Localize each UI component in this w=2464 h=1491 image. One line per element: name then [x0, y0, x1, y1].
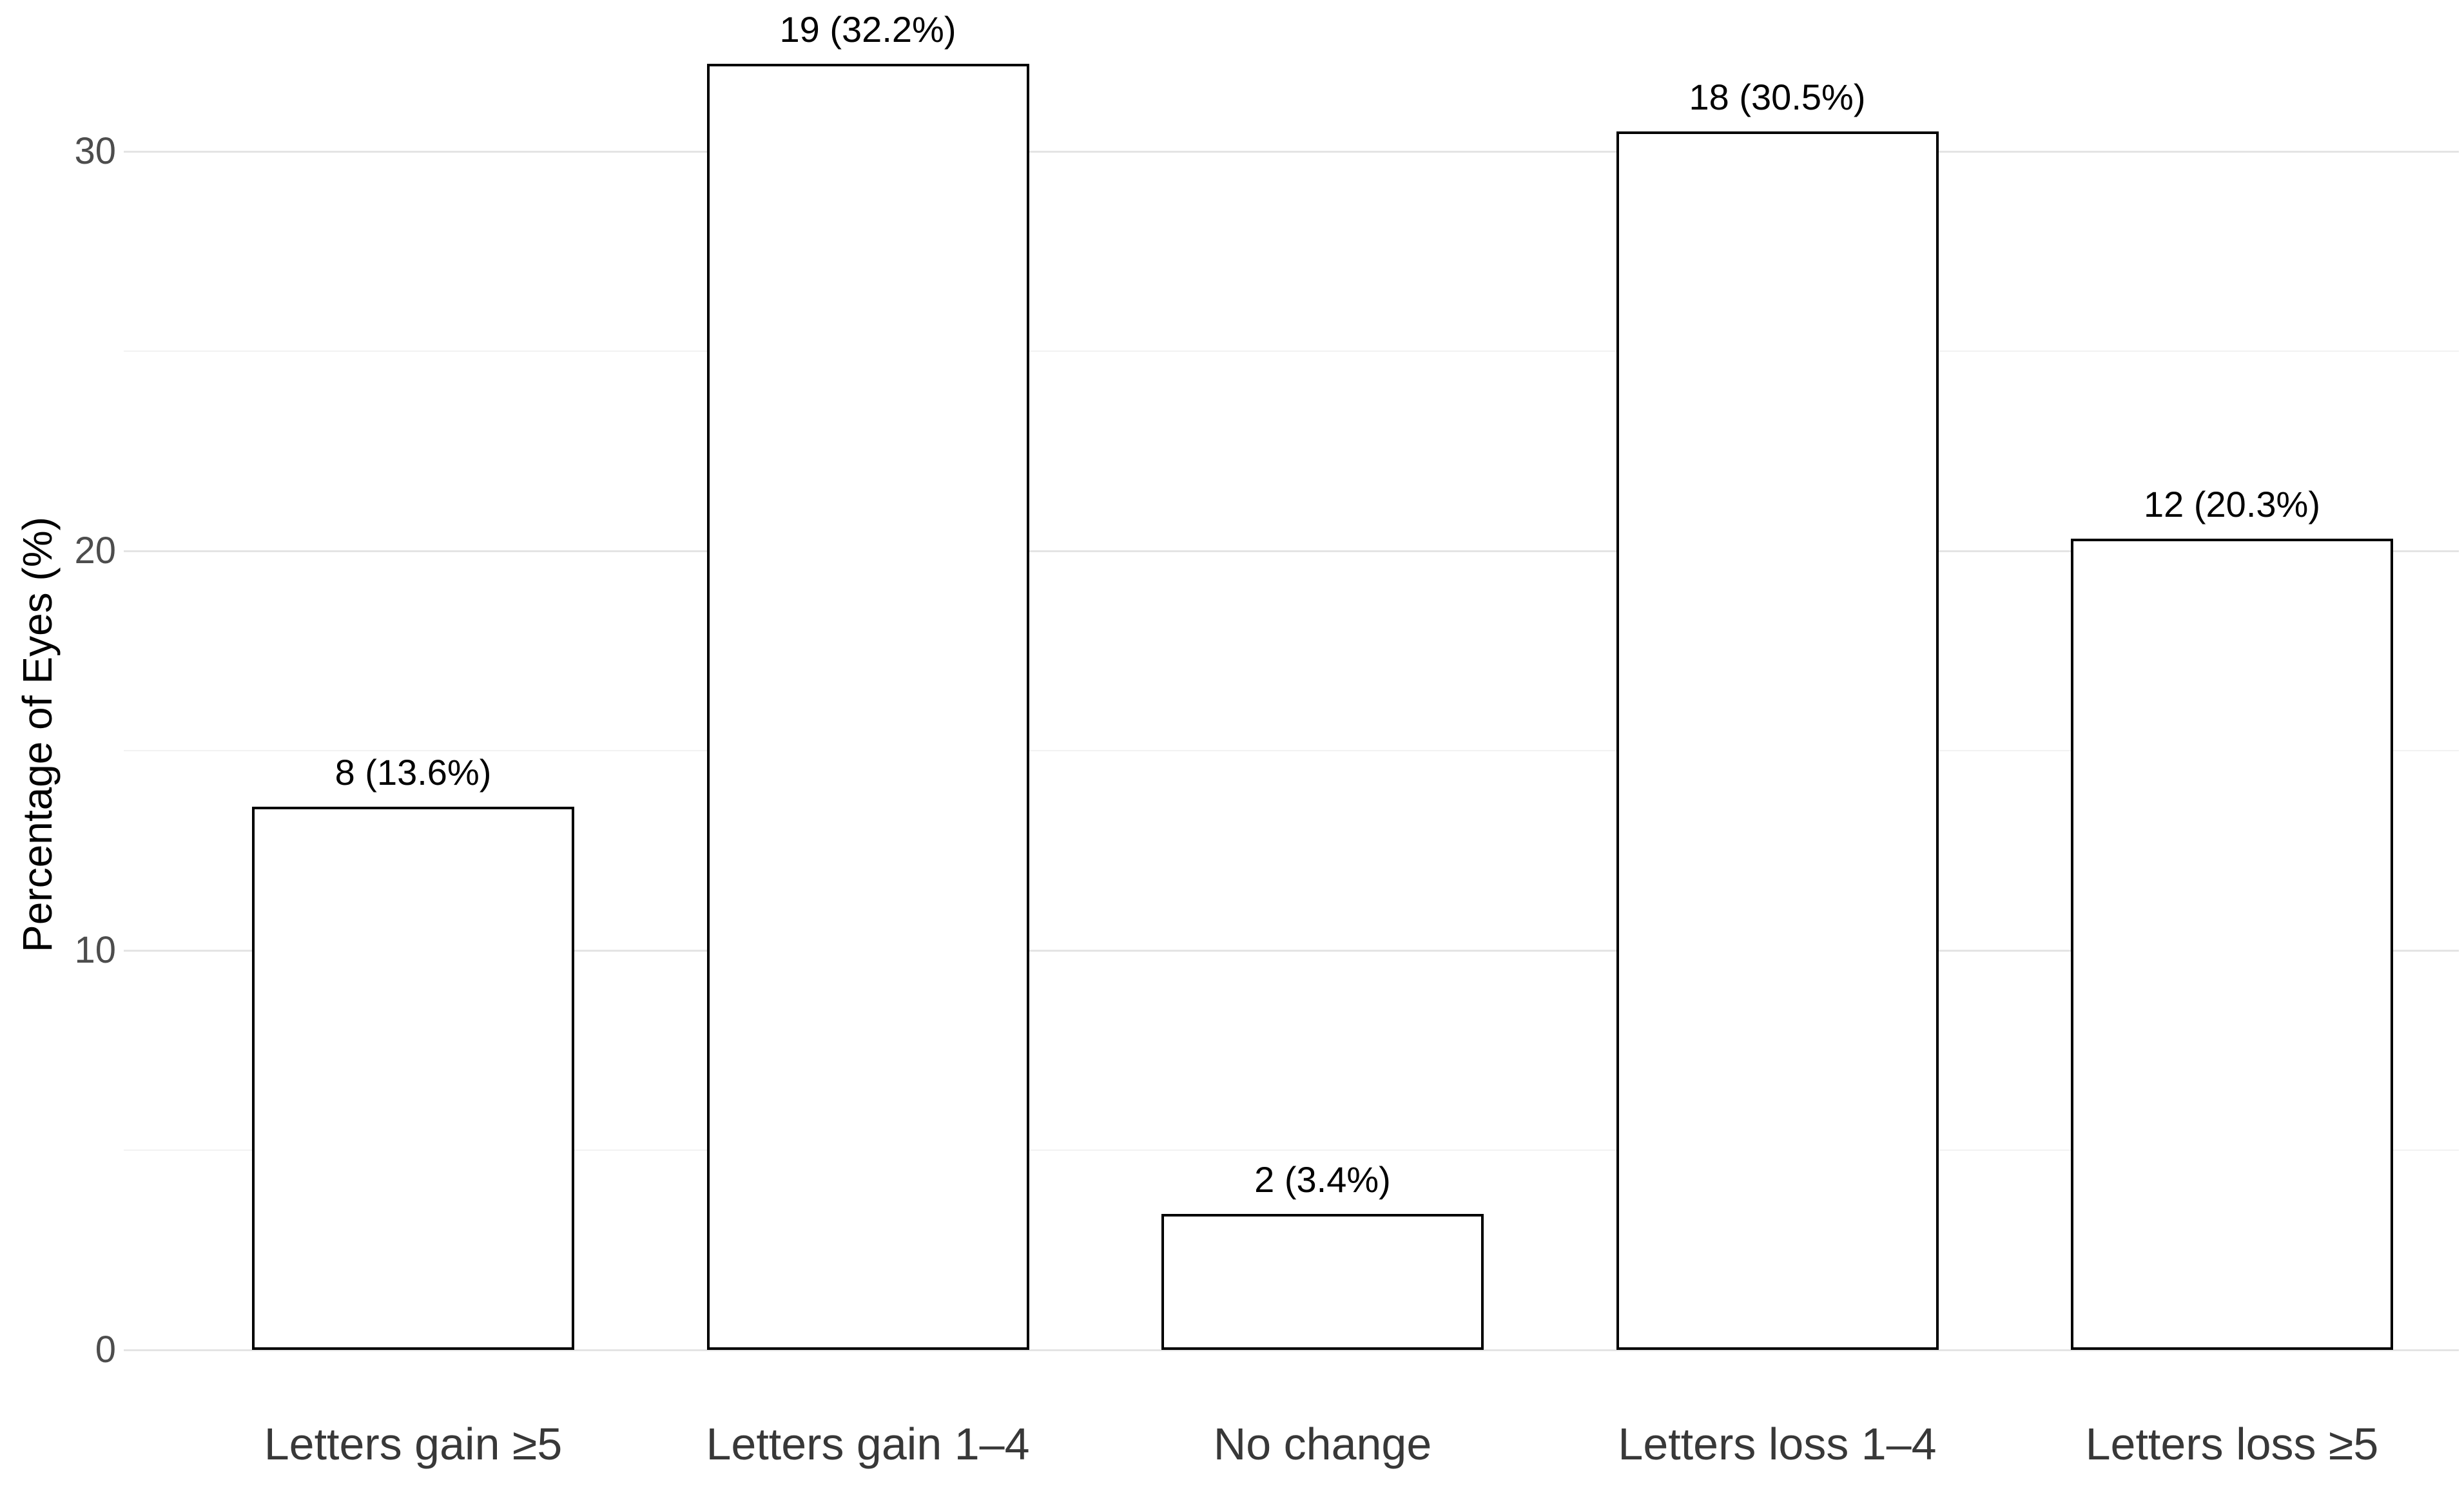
bar-value-label: 8 (13.6%) — [335, 751, 492, 793]
y-tick-label: 20 — [74, 530, 116, 572]
major-gridline — [124, 1349, 2459, 1351]
bar — [252, 806, 574, 1350]
y-tick-label: 30 — [74, 130, 116, 172]
bar — [1616, 131, 1939, 1350]
minor-gridline — [124, 351, 2459, 352]
minor-gridline — [124, 1150, 2459, 1151]
y-tick-label: 10 — [74, 929, 116, 971]
bar-value-label: 18 (30.5%) — [1689, 77, 1866, 117]
bar-value-label: 2 (3.4%) — [1254, 1159, 1391, 1200]
bar — [1161, 1214, 1484, 1350]
x-category-label: No change — [1213, 1419, 1432, 1469]
bar — [706, 63, 1029, 1350]
x-category-label: Letters loss 1–4 — [1618, 1419, 1937, 1469]
major-gridline — [124, 950, 2459, 952]
major-gridline — [124, 151, 2459, 153]
major-gridline — [124, 550, 2459, 552]
bar-value-label: 12 (20.3%) — [2144, 484, 2320, 525]
y-tick-label: 0 — [95, 1329, 116, 1371]
bar — [2071, 539, 2393, 1350]
bar-value-label: 19 (32.2%) — [779, 8, 956, 50]
x-category-label: Letters loss ≥5 — [2085, 1419, 2379, 1469]
x-category-label: Letters gain ≥5 — [264, 1419, 563, 1469]
x-category-label: Letters gain 1–4 — [706, 1419, 1030, 1469]
y-axis-title: Percentage of Eyes (%) — [14, 517, 61, 952]
minor-gridline — [124, 750, 2459, 751]
